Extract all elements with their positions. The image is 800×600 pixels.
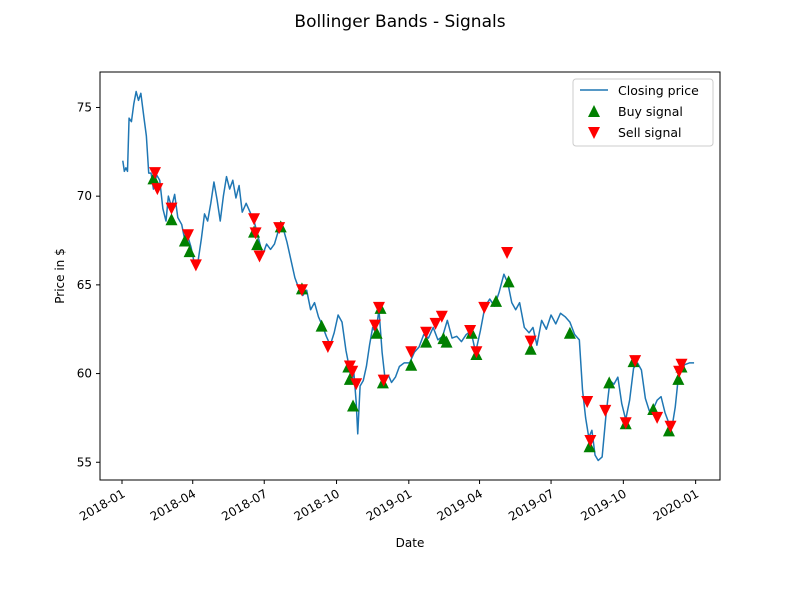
buy-signal-marker [420, 335, 433, 348]
sell-signal-marker [405, 346, 418, 359]
buy-signal-marker [490, 294, 503, 307]
x-tick-label: 2019-04 [435, 486, 485, 523]
buy-signal-marker [165, 213, 178, 226]
legend-closing-label: Closing price [618, 83, 699, 98]
sell-signal-marker [429, 317, 442, 330]
buy-signal-marker [147, 172, 160, 185]
legend-buy-marker [588, 105, 600, 117]
x-tick-label: 2018-01 [77, 486, 127, 523]
sell-signal-marker [478, 301, 491, 314]
buy-signal-marker [178, 234, 191, 247]
buy-signal-marker [183, 245, 196, 258]
sell-signal-marker [524, 335, 537, 348]
sell-signal-marker [629, 355, 642, 368]
plot-frame [99, 71, 721, 481]
y-tick-label: 75 [77, 100, 92, 114]
legend-sell-label: Sell signal [618, 125, 682, 140]
buy-signal-marker [662, 424, 675, 437]
x-tick-label: 2020-01 [651, 486, 701, 523]
legend-buy-label: Buy signal [618, 104, 683, 119]
y-tick-label: 70 [77, 189, 92, 203]
x-tick-label: 2018-10 [292, 486, 342, 523]
x-axis-label: Date [396, 536, 425, 550]
sell-signal-marker [501, 246, 514, 259]
signal-markers-layer [147, 167, 688, 453]
sell-signal-marker [651, 411, 664, 424]
x-tick-label: 2018-04 [148, 486, 198, 523]
buy-signal-marker [672, 372, 685, 385]
sell-signal-marker [249, 227, 262, 240]
sell-signal-marker [253, 250, 266, 263]
buy-signal-marker [251, 238, 264, 251]
sell-signal-marker [346, 365, 359, 378]
sell-signal-marker [372, 301, 385, 314]
sell-signal-marker [664, 420, 677, 433]
y-axis-label: Price in $ [53, 248, 67, 303]
x-tick-label: 2019-10 [578, 486, 628, 523]
legend-sell-marker [588, 127, 600, 139]
buy-signal-marker [440, 335, 453, 348]
sell-signal-marker [420, 326, 433, 339]
buy-signal-marker [502, 275, 515, 288]
legend: Closing price Buy signal Sell signal [572, 78, 714, 147]
sell-signal-marker [151, 183, 164, 196]
sell-signal-marker [435, 310, 448, 323]
sell-signal-marker [675, 358, 688, 371]
sell-signal-marker [377, 374, 390, 387]
sell-signal-marker [581, 395, 594, 408]
sell-signal-marker [295, 284, 308, 297]
sell-signal-marker [248, 213, 261, 226]
sell-signal-marker [321, 340, 334, 353]
y-tick-label: 55 [77, 455, 92, 469]
sell-signal-marker [584, 434, 597, 447]
sell-signal-marker [273, 222, 286, 235]
buy-signal-marker [603, 376, 616, 389]
x-tick-label: 2018-07 [219, 486, 269, 523]
y-tick-label: 65 [77, 278, 92, 292]
buy-signal-marker [405, 358, 418, 371]
buy-signal-marker [524, 342, 537, 355]
sell-signal-marker [350, 378, 363, 391]
buy-signal-marker [370, 326, 383, 339]
buy-signal-marker [347, 399, 360, 412]
x-tick-label: 2019-01 [364, 486, 414, 523]
buy-signal-marker [315, 319, 328, 332]
chart-title: Bollinger Bands - Signals [294, 12, 505, 32]
sell-signal-marker [470, 346, 483, 359]
sell-signal-marker [189, 259, 202, 272]
x-tick-label: 2019-07 [506, 486, 556, 523]
buy-signal-marker [563, 326, 576, 339]
sell-signal-marker [599, 404, 612, 417]
sell-signal-marker [369, 319, 382, 332]
sell-signal-marker [149, 167, 162, 180]
buy-signal-marker [583, 440, 596, 453]
legend-box [572, 78, 714, 147]
y-tick-label: 60 [77, 367, 92, 381]
sell-signal-marker [165, 202, 178, 215]
sell-signal-marker [464, 324, 477, 337]
sell-signal-marker [182, 229, 195, 242]
sell-signal-marker [619, 417, 632, 430]
